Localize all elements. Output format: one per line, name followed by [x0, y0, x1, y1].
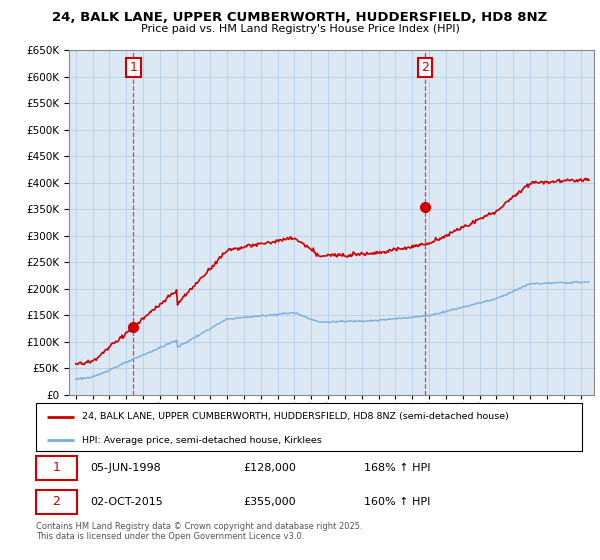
Text: 24, BALK LANE, UPPER CUMBERWORTH, HUDDERSFIELD, HD8 8NZ: 24, BALK LANE, UPPER CUMBERWORTH, HUDDER…	[52, 11, 548, 24]
FancyBboxPatch shape	[36, 455, 77, 480]
Text: 1: 1	[130, 61, 137, 74]
Text: 160% ↑ HPI: 160% ↑ HPI	[364, 497, 430, 507]
Text: 2: 2	[53, 496, 61, 508]
Text: 24, BALK LANE, UPPER CUMBERWORTH, HUDDERSFIELD, HD8 8NZ (semi-detached house): 24, BALK LANE, UPPER CUMBERWORTH, HUDDER…	[82, 412, 509, 421]
FancyBboxPatch shape	[36, 403, 582, 451]
Text: 02-OCT-2015: 02-OCT-2015	[91, 497, 163, 507]
Text: £128,000: £128,000	[244, 463, 296, 473]
Text: £355,000: £355,000	[244, 497, 296, 507]
FancyBboxPatch shape	[36, 489, 77, 514]
Text: Contains HM Land Registry data © Crown copyright and database right 2025.
This d: Contains HM Land Registry data © Crown c…	[36, 522, 362, 542]
Text: 2: 2	[421, 61, 429, 74]
Text: Price paid vs. HM Land Registry's House Price Index (HPI): Price paid vs. HM Land Registry's House …	[140, 24, 460, 34]
Text: 168% ↑ HPI: 168% ↑ HPI	[364, 463, 430, 473]
Text: 05-JUN-1998: 05-JUN-1998	[91, 463, 161, 473]
Text: HPI: Average price, semi-detached house, Kirklees: HPI: Average price, semi-detached house,…	[82, 436, 322, 445]
Text: 1: 1	[53, 461, 61, 474]
